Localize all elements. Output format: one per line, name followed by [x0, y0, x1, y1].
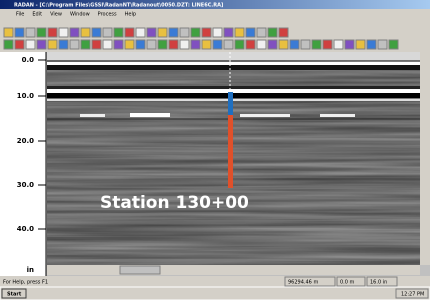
menu-bar: File Edit View Window Process Help [0, 9, 430, 18]
tool-button[interactable] [103, 40, 112, 49]
clock: 12:27 PM [401, 292, 424, 298]
menu-item[interactable]: Process [98, 12, 117, 18]
marker-blue [228, 92, 233, 115]
tool-button[interactable] [147, 28, 156, 37]
tool-button[interactable] [169, 40, 178, 49]
tool-button[interactable] [246, 40, 255, 49]
depth-label: 30.0 [17, 181, 34, 189]
tool-button[interactable] [213, 40, 222, 49]
window-title: RADAN - [C:\Program Files\GSSI\RadanNT\R… [14, 3, 223, 9]
tool-button[interactable] [356, 40, 365, 49]
tool-button[interactable] [323, 40, 332, 49]
tool-button[interactable] [180, 28, 189, 37]
tool-button[interactable] [158, 28, 167, 37]
menu-item[interactable]: Window [70, 12, 90, 18]
tool-button[interactable] [224, 40, 233, 49]
tool-button[interactable] [92, 28, 101, 37]
depth-label: 40.0 [17, 225, 34, 233]
tool-button[interactable] [26, 40, 35, 49]
tool-button[interactable] [202, 28, 211, 37]
tool-button[interactable] [114, 40, 123, 49]
tool-button[interactable] [4, 40, 13, 49]
tool-button[interactable] [202, 40, 211, 49]
taskbar [0, 287, 430, 300]
tool-button[interactable] [268, 40, 277, 49]
status-field: 16.0 in [370, 280, 387, 286]
tool-button[interactable] [301, 40, 310, 49]
status-field: 96294.46 m [288, 280, 318, 286]
tool-button[interactable] [15, 40, 24, 49]
tool-button[interactable] [48, 28, 57, 37]
tool-button[interactable] [191, 28, 200, 37]
tool-button[interactable] [180, 40, 189, 49]
tool-button[interactable] [158, 40, 167, 49]
depth-axis [0, 52, 46, 276]
station-annotation: Station 130+00 [100, 193, 249, 213]
tool-button[interactable] [257, 40, 266, 49]
tool-button[interactable] [37, 28, 46, 37]
depth-label: 0.0 [22, 56, 35, 64]
start-label: Start [7, 292, 22, 298]
toolbar [0, 18, 430, 52]
v-scrollbar[interactable] [420, 52, 430, 265]
tool-button[interactable] [279, 28, 288, 37]
tool-button[interactable] [213, 28, 222, 37]
menu-item[interactable]: File [16, 12, 24, 18]
tool-button[interactable] [136, 28, 145, 37]
marker-red [228, 115, 233, 188]
tool-button[interactable] [26, 28, 35, 37]
tool-button[interactable] [37, 40, 46, 49]
tool-button[interactable] [59, 28, 68, 37]
tool-button[interactable] [334, 40, 343, 49]
tool-button[interactable] [169, 28, 178, 37]
tool-button[interactable] [345, 40, 354, 49]
tool-button[interactable] [125, 40, 134, 49]
tool-button[interactable] [312, 40, 321, 49]
tool-button[interactable] [279, 40, 288, 49]
menu-item[interactable]: View [50, 12, 62, 18]
tool-button[interactable] [48, 40, 57, 49]
tool-button[interactable] [224, 28, 233, 37]
menu-bg [0, 9, 430, 18]
tool-button[interactable] [268, 28, 277, 37]
tool-button[interactable] [136, 40, 145, 49]
tool-button[interactable] [389, 40, 398, 49]
tool-button[interactable] [235, 40, 244, 49]
tool-button[interactable] [378, 40, 387, 49]
tool-button[interactable] [246, 28, 255, 37]
screen: RADAN - [C:\Program Files\GSSI\RadanNT\R… [0, 0, 430, 300]
menu-item[interactable]: Help [125, 12, 136, 18]
h-scrollbar[interactable] [47, 265, 420, 275]
tool-button[interactable] [15, 28, 24, 37]
depth-label: 20.0 [17, 137, 34, 145]
tool-button[interactable] [59, 40, 68, 49]
tool-button[interactable] [81, 40, 90, 49]
status-help: For Help, press F1 [3, 280, 48, 286]
tool-button[interactable] [81, 28, 90, 37]
tool-button[interactable] [191, 40, 200, 49]
tool-button[interactable] [125, 28, 134, 37]
tool-button[interactable] [103, 28, 112, 37]
tool-button[interactable] [70, 28, 79, 37]
tool-button[interactable] [367, 40, 376, 49]
tool-button[interactable] [70, 40, 79, 49]
tool-button[interactable] [290, 40, 299, 49]
tool-button[interactable] [257, 28, 266, 37]
radargram-texture [47, 52, 420, 265]
depth-label: 10.0 [17, 92, 34, 100]
tool-button[interactable] [235, 28, 244, 37]
tool-button[interactable] [4, 28, 13, 37]
menu-item[interactable]: Edit [32, 12, 42, 18]
page: RADAN - [C:\Program Files\GSSI\RadanNT\R… [0, 0, 430, 300]
tool-button[interactable] [147, 40, 156, 49]
tool-button[interactable] [92, 40, 101, 49]
scroll-thumb[interactable] [120, 266, 160, 274]
status-field: 0.0 m [340, 280, 355, 286]
depth-unit: in [27, 266, 34, 274]
tool-button[interactable] [114, 28, 123, 37]
